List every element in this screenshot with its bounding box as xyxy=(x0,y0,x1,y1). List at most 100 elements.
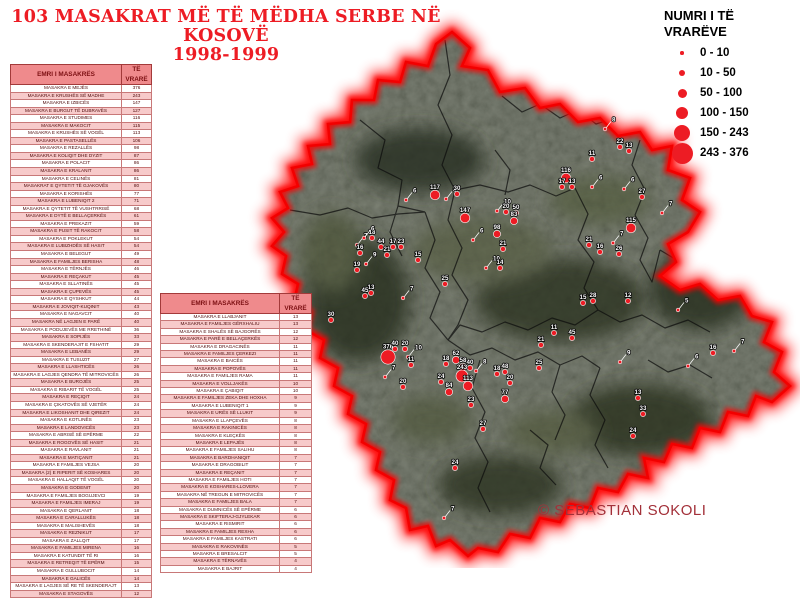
marker-leader-line xyxy=(624,181,631,189)
marker-value-label: 40 xyxy=(467,359,474,366)
table-row: MASAKRA E MAKOCIT 115 xyxy=(10,121,152,131)
massacre-name: MASAKRA E GALICËS xyxy=(10,574,122,584)
municipality-borders xyxy=(289,39,761,513)
massacre-deaths: 11 xyxy=(279,342,312,352)
massacre-deaths: 59 xyxy=(121,219,152,229)
table-row: MASAKRA E RAVLANIT 21 xyxy=(10,446,152,455)
massacre-marker xyxy=(390,244,396,250)
marker-leader-line xyxy=(486,260,493,268)
table-row: MASAKRA E LUBENIQIT 2 71 xyxy=(10,197,152,206)
massacre-deaths: 127 xyxy=(121,106,152,116)
massacre-deaths: 4 xyxy=(279,564,312,574)
massacre-name: MASAKRA E KRUSHËS SË VOGËL xyxy=(10,129,122,138)
massacre-marker xyxy=(635,395,641,401)
massacre-name: MASAKRA E KOSHARES-LLOVERA xyxy=(160,483,280,492)
marker-value-label: 13 xyxy=(569,178,576,185)
table-row: MASAKRA E RAKINICËS 8 xyxy=(160,424,312,433)
massacre-marker xyxy=(675,307,681,313)
infographic-stage: 6117830147102050839821187644172321169191… xyxy=(10,8,800,598)
marker-value-label: 25 xyxy=(536,359,543,366)
legend-circle-icon xyxy=(675,106,689,120)
massacre-deaths: 9 xyxy=(279,409,312,418)
massacre-name: MASAKRA E URËS SË LLUKIT xyxy=(160,409,280,418)
table-row: MASAKRA E DRAGACINËS 11 xyxy=(160,342,312,352)
massacre-name: MASAKRA E BELEGUT xyxy=(10,250,122,259)
table-row: MASAKRA E LUBIZHDËS SË HASIT 54 xyxy=(10,242,152,252)
massacre-deaths: 26 xyxy=(121,363,152,372)
massacre-name: MASAKRA E PASTASELLËS xyxy=(10,136,122,146)
massacre-deaths: 8 xyxy=(279,431,312,440)
marker-value-label: 16 xyxy=(357,244,364,251)
massacre-marker xyxy=(538,342,544,348)
massacre-name: MASAKRA E REÇIQIT xyxy=(10,393,122,402)
table-row: MASAKRA E BAJRIT 4 xyxy=(160,564,312,574)
massacre-deaths: 7 xyxy=(279,490,312,500)
massacre-deaths: 12 xyxy=(279,335,312,344)
marker-value-label: 115 xyxy=(626,217,637,224)
massacre-deaths: 27 xyxy=(121,355,152,365)
marker-leader-line xyxy=(613,235,620,243)
massacre-marker xyxy=(380,349,396,365)
legend-circle-icon xyxy=(673,124,691,142)
table-right-body: MASAKRA E LLABJANIT 13 MASAKRA E FAMILJES … xyxy=(160,312,312,574)
massacre-name: MASAKRA E ZALLQIT xyxy=(10,536,122,546)
table-row: MASAKRA E FAMILJES BOGUJEVCI 19 xyxy=(10,491,152,501)
legend-item: 243 - 376 xyxy=(664,142,798,164)
massacre-deaths: 48 xyxy=(121,257,152,267)
table-row: MASAKRA E JOVIQIT-KUQINIT 43 xyxy=(10,302,152,312)
massacre-name: MASAKRA E KRALANIT xyxy=(10,167,122,176)
table-row: MASAKRAT E QYTETIT TË GJAKOVËS 80 xyxy=(10,182,152,191)
massacre-name: MASAKRA E FAMILJES BOGUJEVCI xyxy=(10,491,122,501)
massacre-name: MASAKRA E BURGUT TË DUBRAVËS xyxy=(10,106,122,116)
massacre-deaths: 45 xyxy=(121,272,152,282)
massacre-deaths: 7 xyxy=(279,468,312,477)
table-row: MASAKRA E SKIFTERAJ-GJYLEKAR 6 xyxy=(160,512,312,522)
massacre-deaths: 9 xyxy=(279,394,312,403)
marker-value-label: 7 xyxy=(669,201,673,208)
massacre-marker xyxy=(497,265,503,271)
legend-item: 10 - 50 xyxy=(664,63,798,83)
table-row: MASAKRA E LANDOVICËS 23 xyxy=(10,423,152,433)
massacre-name: MASAKRA E LUBENIQIT 1 xyxy=(160,401,280,411)
marker-value-label: 18 xyxy=(494,365,501,372)
massacre-deaths: 17 xyxy=(121,536,152,546)
massacre-deaths: 147 xyxy=(121,99,152,108)
massacre-name: MASAKRA E RIBARIT TË VOGËL xyxy=(10,385,122,395)
massacre-name: MASAKRA E QYTETIT TË VUSHTRRISË xyxy=(10,204,122,214)
table-row: MASAKRA E SKENDERAJIT E FSHATIT 29 xyxy=(10,340,152,350)
table-row: MASAKRA E QERLANIT 18 xyxy=(10,506,152,516)
marker-value-label: 10 xyxy=(504,199,511,206)
massacre-marker xyxy=(493,230,501,238)
massacre-deaths: 10 xyxy=(279,379,312,389)
marker-value-label: 18 xyxy=(443,355,450,362)
marker-value-label: 8 xyxy=(483,359,487,366)
table-row: MASAKRA E KOSHARES-LLOVERA 7 xyxy=(160,483,312,492)
massacre-marker xyxy=(384,252,390,258)
massacre-deaths: 40 xyxy=(121,317,152,327)
marker-value-label: 11 xyxy=(589,150,596,157)
table-row: MASAKRA E REZNIKUT 17 xyxy=(10,529,152,538)
massacre-marker xyxy=(625,298,631,304)
massacre-name: MASAKRA E POKLEKUT xyxy=(10,234,122,244)
massacre-name: MASAKRA E TËRNAVËS xyxy=(160,557,280,566)
massacre-name: MASAKRA E FAMILJES BERISHA xyxy=(10,257,122,267)
marker-value-label: 98 xyxy=(494,224,501,231)
marker-value-label: 376 xyxy=(383,344,394,351)
massacre-deaths: 19 xyxy=(121,491,152,501)
massacre-name: MASAKRA E DRAGOBILIT xyxy=(160,461,280,470)
massacre-name: MASAKRA E LANDOVICËS xyxy=(10,423,122,433)
massacre-marker xyxy=(494,208,500,214)
marker-value-label: 22 xyxy=(617,138,624,145)
table-row: MASAKRA E DYTË E BELLAÇERKËS 61 xyxy=(10,212,152,221)
table-row: MASAKRA E ÇUPEVËS 45 xyxy=(10,287,152,297)
table-row: MASAKRA E PARË E BELLAÇERKËS 12 xyxy=(160,335,312,344)
massacre-marker xyxy=(625,222,637,234)
massacre-markers: 6117830147102050839821187644172321169191… xyxy=(327,116,746,521)
massacre-name: MASAKRA E SHALËS SË BAJGORËS xyxy=(160,327,280,337)
table-row: MASAKRA E IZBICËS 147 xyxy=(10,99,152,108)
massacre-deaths: 21 xyxy=(121,438,152,448)
marker-value-label: 9 xyxy=(373,252,377,259)
massacre-marker xyxy=(378,244,384,250)
marker-leader-line xyxy=(497,203,504,211)
